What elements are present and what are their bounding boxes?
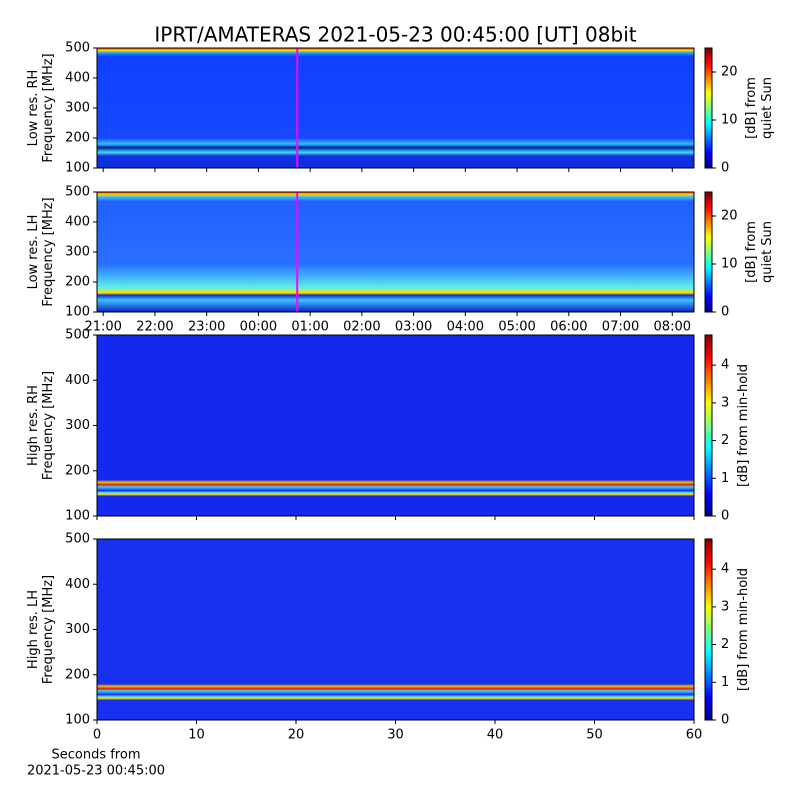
x-tick-label: 06:00 <box>550 320 587 335</box>
y-tick-label: 100 <box>65 713 90 728</box>
y-axis-label-line: Frequency [MHz] <box>41 575 56 684</box>
colorbar <box>704 47 713 169</box>
colorbar <box>704 538 713 721</box>
spectrogram <box>97 539 694 720</box>
y-tick-label: 400 <box>65 373 90 388</box>
x-tick-label: 07:00 <box>602 320 639 335</box>
y-tick-label: 300 <box>65 245 90 260</box>
colorbar-tick-label: 4 <box>721 562 729 577</box>
colorbar-tick-label: 0 <box>721 305 729 320</box>
x-tick-label: 60 <box>686 728 703 743</box>
y-axis-label-line: Frequency [MHz] <box>41 371 56 480</box>
colorbar-label-line: [dB] from min-hold <box>736 364 751 487</box>
colorbar-label: [dB] fromquiet Sun <box>744 221 775 283</box>
y-tick-label: 300 <box>65 101 90 116</box>
x-tick-label: 23:00 <box>188 320 225 335</box>
y-tick-label: 400 <box>65 71 90 86</box>
x-tick-label: 20 <box>288 728 305 743</box>
x-tick-label: 05:00 <box>498 320 535 335</box>
colorbar-label: [dB] from min-hold <box>736 568 751 691</box>
colorbar-label: [dB] from min-hold <box>736 364 751 487</box>
y-tick-label: 100 <box>65 509 90 524</box>
y-tick-label: 400 <box>65 577 90 592</box>
y-axis-label-line: Low res. LH <box>26 215 41 290</box>
y-axis-label-line: High res. LH <box>26 590 41 669</box>
colorbar-tick-label: 3 <box>721 599 729 614</box>
colorbar-tick-label: 20 <box>721 65 738 80</box>
y-tick-label: 200 <box>65 275 90 290</box>
y-tick-label: 200 <box>65 131 90 146</box>
x-axis-label: 2021-05-23 00:45:00 <box>27 764 165 779</box>
y-tick-label: 400 <box>65 215 90 230</box>
y-tick-label: 100 <box>65 305 90 320</box>
colorbar-tick-label: 0 <box>721 161 729 176</box>
x-axis-label: Seconds from <box>51 748 140 763</box>
colorbar-tick-label: 20 <box>721 209 738 224</box>
colorbar-tick-label: 2 <box>721 637 729 652</box>
y-axis-label-line: High res. RH <box>26 385 41 466</box>
y-tick-label: 100 <box>65 161 90 176</box>
colorbar <box>704 334 713 517</box>
x-tick-label: 00:00 <box>240 320 277 335</box>
x-tick-label: 02:00 <box>343 320 380 335</box>
x-tick-label: 30 <box>387 728 404 743</box>
colorbar-tick-label: 4 <box>721 358 729 373</box>
x-tick-label: 08:00 <box>654 320 691 335</box>
y-axis-label-line: Low res. RH <box>26 70 41 147</box>
y-axis-label: Low res. RHFrequency [MHz] <box>26 53 56 162</box>
y-axis-label-line: Frequency [MHz] <box>41 197 56 306</box>
spectrogram <box>97 335 694 516</box>
y-tick-label: 500 <box>65 532 90 547</box>
colorbar-tick-label: 2 <box>721 433 729 448</box>
x-tick-label: 04:00 <box>447 320 484 335</box>
y-tick-label: 200 <box>65 463 90 478</box>
y-tick-label: 200 <box>65 667 90 682</box>
spectrogram <box>97 48 694 168</box>
colorbar-tick-label: 3 <box>721 395 729 410</box>
y-tick-label: 300 <box>65 418 90 433</box>
x-tick-label: 0 <box>93 728 101 743</box>
x-tick-label: 21:00 <box>84 320 121 335</box>
colorbar-tick-label: 0 <box>721 713 729 728</box>
y-tick-label: 500 <box>65 41 90 56</box>
chart-title: IPRT/AMATERAS 2021-05-23 00:45:00 [UT] 0… <box>154 23 636 47</box>
x-tick-label: 03:00 <box>395 320 432 335</box>
y-axis-label: Low res. LHFrequency [MHz] <box>26 197 56 306</box>
x-tick-label: 22:00 <box>136 320 173 335</box>
x-tick-label: 50 <box>586 728 603 743</box>
y-tick-label: 300 <box>65 622 90 637</box>
colorbar-tick-label: 10 <box>721 257 738 272</box>
colorbar-label-line: quiet Sun <box>760 77 775 139</box>
colorbar-label-line: [dB] from <box>744 77 759 139</box>
colorbar-tick-label: 1 <box>721 675 729 690</box>
x-tick-label: 40 <box>487 728 504 743</box>
colorbar-label-line: quiet Sun <box>760 221 775 283</box>
colorbar-tick-label: 0 <box>721 509 729 524</box>
x-tick-label: 01:00 <box>291 320 328 335</box>
colorbar-tick-label: 1 <box>721 471 729 486</box>
colorbar-label: [dB] fromquiet Sun <box>744 77 775 139</box>
colorbar-label-line: [dB] from <box>744 221 759 283</box>
colorbar <box>704 191 713 313</box>
y-axis-label: High res. LHFrequency [MHz] <box>26 575 56 684</box>
y-tick-label: 500 <box>65 328 90 343</box>
spectrogram <box>97 192 694 312</box>
colorbar-tick-label: 10 <box>721 113 738 128</box>
colorbar-label-line: [dB] from min-hold <box>736 568 751 691</box>
y-tick-label: 500 <box>65 185 90 200</box>
y-axis-label-line: Frequency [MHz] <box>41 53 56 162</box>
x-tick-label: 10 <box>188 728 205 743</box>
y-axis-label: High res. RHFrequency [MHz] <box>26 371 56 480</box>
